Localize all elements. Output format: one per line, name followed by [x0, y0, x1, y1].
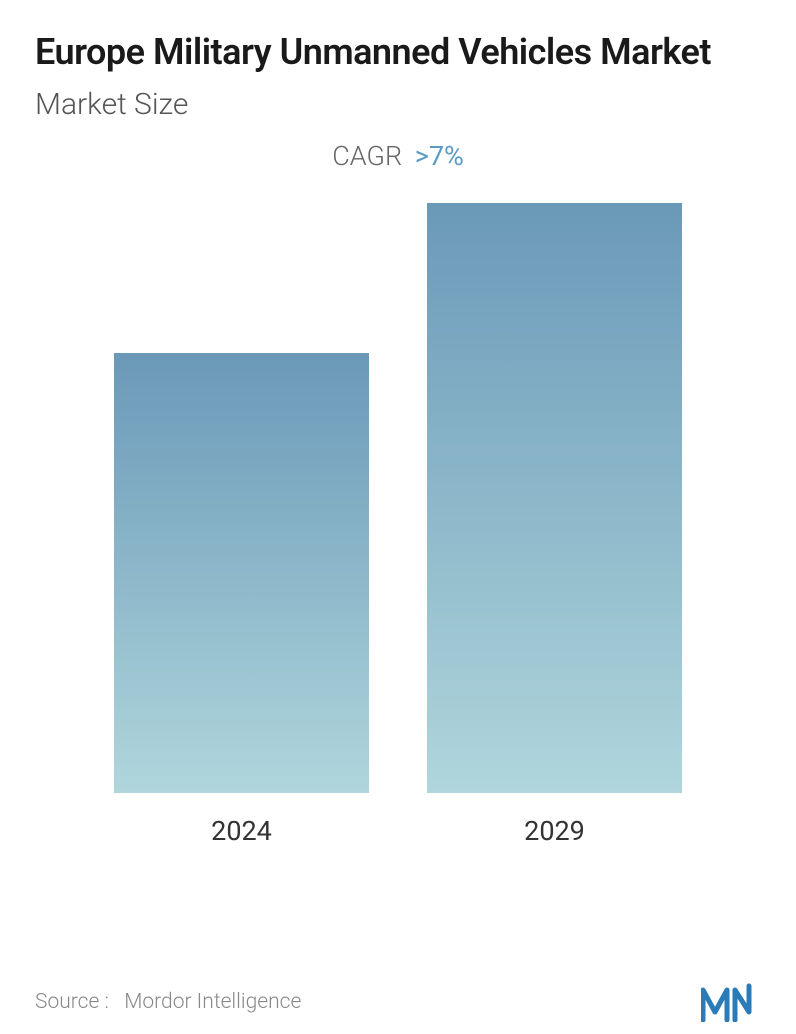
bar-group-2024: 2024: [114, 353, 369, 847]
source-name: Mordor Intelligence: [124, 990, 301, 1014]
bar-2029: [427, 203, 682, 793]
source-label: Source :: [35, 990, 109, 1014]
chart-subtitle: Market Size: [35, 87, 761, 122]
cagr-label: CAGR: [332, 140, 402, 172]
bar-group-2029: 2029: [427, 203, 682, 847]
cagr-value: >7%: [415, 140, 464, 172]
chart-title: Europe Military Unmanned Vehicles Market: [35, 30, 761, 75]
bar-chart: 2024 2029: [35, 207, 761, 847]
cagr-row: CAGR >7%: [35, 140, 761, 172]
bar-label-2029: 2029: [524, 815, 585, 847]
brand-logo-icon: [701, 982, 761, 1022]
chart-footer: Source : Mordor Intelligence: [35, 982, 761, 1022]
bar-2024: [114, 353, 369, 793]
bar-label-2024: 2024: [211, 815, 272, 847]
source-text: Source : Mordor Intelligence: [35, 990, 301, 1014]
